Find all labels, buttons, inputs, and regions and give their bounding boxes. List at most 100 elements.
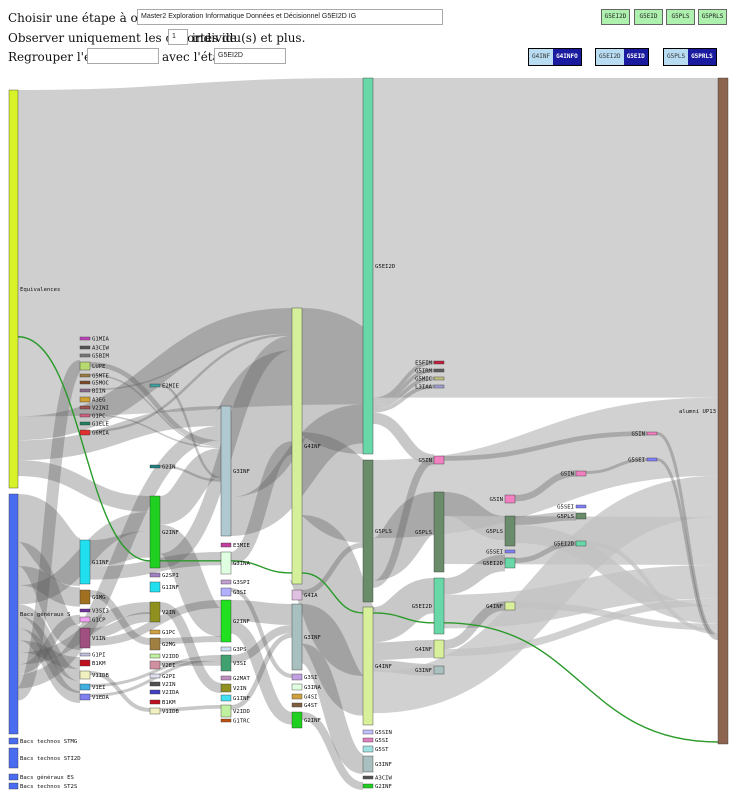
node-g2inf[interactable] (149, 495, 161, 569)
node-v2ini[interactable] (79, 405, 91, 410)
node-lupe[interactable] (79, 361, 91, 371)
step-select[interactable]: Master2 Exploration Informatique Données… (137, 9, 443, 25)
node-g3inf[interactable] (291, 603, 303, 671)
node-g5irm[interactable] (433, 368, 445, 373)
node-v1eda[interactable] (79, 693, 91, 701)
node-g5mic[interactable] (433, 376, 445, 381)
node-g1mia[interactable] (79, 336, 91, 341)
node-bacs-g-n-raux-s[interactable] (8, 493, 19, 735)
node-g2inf[interactable] (362, 783, 374, 789)
node-g4inf[interactable] (362, 606, 374, 726)
node-g5sei[interactable] (504, 549, 516, 554)
node-g4st[interactable] (291, 702, 303, 708)
node-g5sin[interactable] (362, 729, 374, 735)
node-v1ei[interactable] (79, 683, 91, 691)
node-g1pc[interactable] (149, 629, 161, 635)
node-g5in[interactable] (504, 494, 516, 504)
node-g1inf[interactable] (149, 581, 161, 593)
node-v2in[interactable] (149, 681, 161, 687)
node-alumni-up13[interactable] (717, 77, 729, 745)
node-b1km[interactable] (79, 659, 91, 667)
node-g3inf[interactable] (433, 665, 445, 675)
node-g5in[interactable] (646, 431, 658, 436)
node-v1in[interactable] (79, 627, 91, 649)
node-g5pls[interactable] (504, 515, 516, 547)
node-g2inf[interactable] (220, 599, 232, 643)
node-v3si[interactable] (220, 654, 232, 672)
node-g1cp[interactable] (79, 616, 91, 623)
node-bacs-g-n-raux-es[interactable] (8, 773, 19, 781)
node-g3ina[interactable] (291, 683, 303, 691)
group-pair-g5pls[interactable]: G5PLS G5PRLS (663, 48, 717, 66)
node-bacs-technos-sti2d[interactable] (8, 747, 19, 769)
node-equivalences[interactable] (8, 89, 19, 489)
node-g1inf[interactable] (220, 694, 232, 702)
node-e5fim[interactable] (433, 360, 445, 365)
node-g5ei2d[interactable] (362, 77, 374, 455)
node-a3ciw[interactable] (79, 345, 91, 350)
node-g5pls[interactable] (362, 459, 374, 603)
node-g4inf[interactable] (433, 639, 445, 659)
node-g3inf[interactable] (220, 405, 232, 537)
node-g5mte[interactable] (79, 373, 91, 378)
node-g5st[interactable] (362, 745, 374, 753)
node-a3ciw[interactable] (362, 775, 374, 780)
step-button-g5pls[interactable]: G5PLS (666, 9, 695, 25)
node-v2ida[interactable] (149, 689, 161, 695)
node-g5ei2d[interactable] (433, 577, 445, 635)
cohort-size-input[interactable]: 1 (168, 29, 188, 45)
node-g3ps[interactable] (220, 646, 232, 652)
node-g5in[interactable] (575, 470, 587, 477)
step-button-g5prls[interactable]: G5PRLS (698, 9, 727, 25)
node-v1idb[interactable] (149, 707, 161, 715)
node-e3mie[interactable] (220, 542, 232, 548)
node-g2spi[interactable] (149, 572, 161, 578)
node-v3si3[interactable] (79, 608, 91, 613)
node-g5ei2d[interactable] (504, 557, 516, 569)
node-e2mie[interactable] (149, 383, 161, 388)
node-g2in[interactable] (149, 464, 161, 469)
node-v2idd[interactable] (149, 653, 161, 659)
node-g4inf[interactable] (291, 307, 303, 585)
node-v2in[interactable] (149, 601, 161, 623)
node-g3ina[interactable] (220, 551, 232, 575)
node-bacs-technos-stmg[interactable] (8, 737, 19, 745)
node-v2idd[interactable] (220, 704, 232, 718)
node-g3spi[interactable] (220, 579, 232, 585)
node-g5sei[interactable] (575, 504, 587, 509)
node-g5pls[interactable] (575, 512, 587, 520)
node-g3inf[interactable] (362, 755, 374, 773)
group-pair-g4inf[interactable]: G4INF G4INFO (528, 48, 582, 66)
node-g5si[interactable] (362, 737, 374, 743)
node-g3si[interactable] (291, 673, 303, 681)
node-g6mia[interactable] (79, 429, 91, 436)
node-g5moc[interactable] (79, 380, 91, 385)
node-g1mg[interactable] (79, 589, 91, 605)
node-g5in[interactable] (433, 455, 445, 465)
group-step-input[interactable] (87, 48, 159, 64)
group-pair-g5ei2d[interactable]: G5EI2D G5EID (595, 48, 649, 66)
node-g5pls[interactable] (433, 491, 445, 573)
node-g1inf[interactable] (79, 539, 91, 585)
node-g2mg[interactable] (149, 637, 161, 651)
node-v2in[interactable] (220, 683, 232, 693)
node-g5bim[interactable] (79, 353, 91, 358)
node-l3iaa[interactable] (433, 384, 445, 389)
node-g2inf[interactable] (291, 711, 303, 729)
node-g5ei2d[interactable] (575, 540, 587, 547)
with-step-input[interactable]: G5EI2D (214, 48, 286, 64)
node-g3si[interactable] (220, 587, 232, 597)
node-b1km[interactable] (149, 699, 161, 705)
node-bacs-technos-st2s[interactable] (8, 782, 19, 790)
node-v1idb[interactable] (79, 670, 91, 680)
node-g1trc[interactable] (220, 718, 232, 723)
step-button-g5eid[interactable]: G5EID (634, 9, 663, 25)
node-v2ei[interactable] (149, 660, 161, 670)
node-g1pi[interactable] (79, 652, 91, 657)
node-g1ele[interactable] (79, 421, 91, 426)
node-a3eg[interactable] (79, 396, 91, 403)
node-biin[interactable] (79, 388, 91, 393)
node-g4ia[interactable] (291, 589, 303, 601)
step-button-g5ei2d[interactable]: G5EI2D (601, 9, 630, 25)
node-g4si[interactable] (291, 693, 303, 700)
